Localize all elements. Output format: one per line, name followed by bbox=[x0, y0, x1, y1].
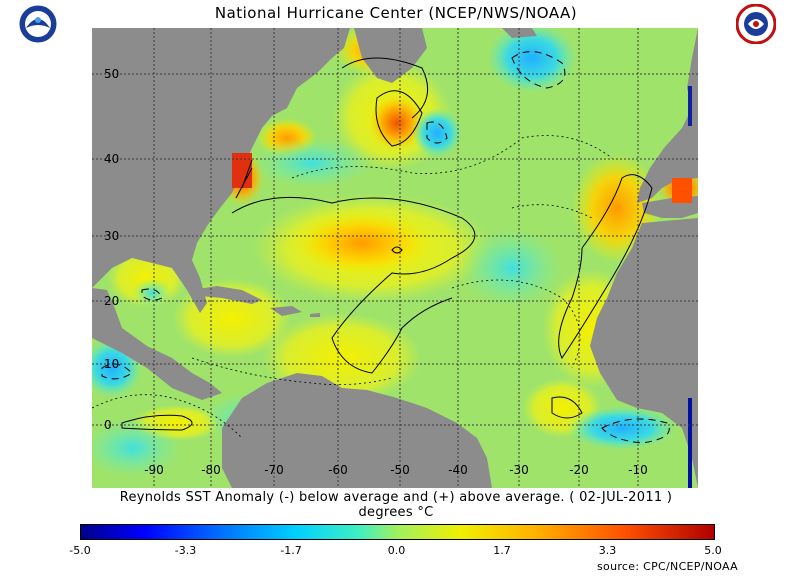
latitude-label: 10 bbox=[104, 357, 119, 371]
lat-lon-grid bbox=[92, 28, 698, 488]
caption-units: degrees °C bbox=[358, 505, 434, 520]
color-scale-label: -3.3 bbox=[174, 544, 197, 557]
land-masses bbox=[92, 28, 698, 488]
longitude-label: -10 bbox=[628, 463, 648, 477]
edge-anomaly-strip bbox=[688, 86, 692, 126]
longitude-label: -20 bbox=[569, 463, 589, 477]
latitude-labels: 50 40 30 20 10 0 bbox=[104, 67, 119, 432]
edge-anomaly-strip-south bbox=[688, 398, 692, 488]
color-scale-label: 1.7 bbox=[493, 544, 511, 557]
caption-description: Reynolds SST Anomaly (-) below average a… bbox=[119, 490, 673, 505]
color-scale-label: -5.0 bbox=[69, 544, 91, 557]
color-scale-label: 3.3 bbox=[598, 544, 617, 557]
noaa-logo-icon bbox=[18, 4, 58, 44]
anomaly-contours bbox=[121, 57, 653, 431]
longitude-label: -80 bbox=[201, 463, 221, 477]
cool-anomaly-regions bbox=[92, 28, 677, 478]
gulf-stream-warm-anomaly bbox=[232, 153, 252, 188]
page-title: National Hurricane Center (NCEP/NWS/NOAA… bbox=[214, 4, 578, 22]
latitude-label: 20 bbox=[104, 294, 119, 308]
latitude-label: 40 bbox=[104, 152, 119, 166]
longitude-label: -90 bbox=[144, 463, 164, 477]
iberia-warm-anomaly bbox=[672, 178, 692, 203]
latitude-label: 50 bbox=[104, 67, 119, 81]
map-caption: Reynolds SST Anomaly (-) below average a… bbox=[0, 490, 792, 520]
latitude-label: 0 bbox=[104, 418, 112, 432]
longitude-label: -30 bbox=[509, 463, 529, 477]
longitude-label: -70 bbox=[264, 463, 284, 477]
zero-anomaly-contours bbox=[92, 135, 613, 439]
source-credit: source: CPC/NCEP/NOAA bbox=[597, 560, 738, 573]
color-scale-label: 5.0 bbox=[704, 544, 722, 557]
nws-logo-icon bbox=[735, 3, 777, 45]
latitude-label: 30 bbox=[104, 229, 119, 243]
negative-anomaly-contours bbox=[101, 51, 670, 444]
color-scale-bar bbox=[80, 524, 715, 540]
longitude-label: -50 bbox=[390, 463, 410, 477]
longitude-labels: -90 -80 -70 -60 -50 -40 -30 -20 -10 bbox=[144, 463, 648, 477]
longitude-label: -40 bbox=[448, 463, 468, 477]
color-scale-label: 0.0 bbox=[387, 544, 406, 557]
sst-anomaly-map: 50 40 30 20 10 0 -90 -80 -70 -60 -50 -40 -30 -20 -10 bbox=[92, 28, 698, 488]
longitude-label: -60 bbox=[328, 463, 348, 477]
color-scale-label: -1.7 bbox=[280, 544, 302, 557]
